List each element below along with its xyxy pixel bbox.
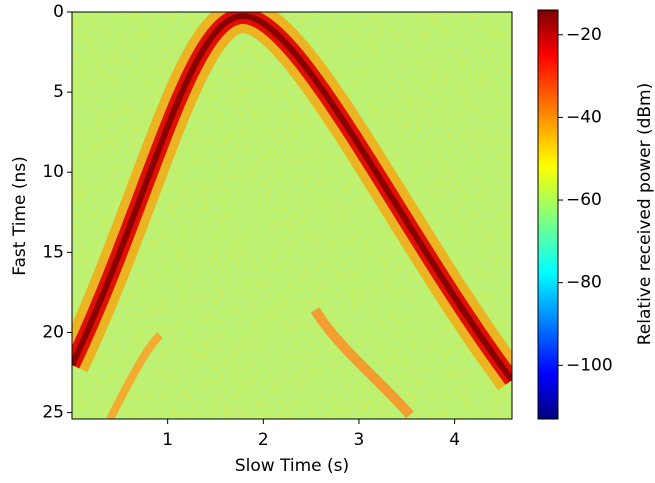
y-tick-label: 25 [42, 403, 64, 423]
colorbar [537, 9, 559, 420]
colorbar-tick-label: −20 [566, 25, 602, 45]
colorbar-tick-label: −100 [566, 355, 613, 375]
colorbar-tick-label: −80 [566, 273, 602, 293]
x-tick-label: 1 [162, 430, 173, 450]
plot-frame [71, 11, 513, 420]
y-tick-label: 20 [42, 322, 64, 342]
colorbar-tick-label: −40 [566, 107, 602, 127]
x-tick-label: 4 [449, 430, 460, 450]
y-axis-label: Fast Time (ns) [10, 156, 30, 275]
colorbar-tick-label: −60 [566, 190, 602, 210]
colorbar-label: Relative received power (dBm) [635, 83, 655, 346]
heatmap-image [72, 12, 512, 419]
y-tick-label: 5 [53, 82, 64, 102]
x-tick-label: 2 [258, 430, 269, 450]
y-tick-label: 15 [42, 242, 64, 262]
x-axis-label: Slow Time (s) [235, 456, 349, 476]
y-tick-label: 0 [53, 2, 64, 22]
y-tick-label: 10 [42, 162, 64, 182]
x-tick-label: 3 [354, 430, 365, 450]
